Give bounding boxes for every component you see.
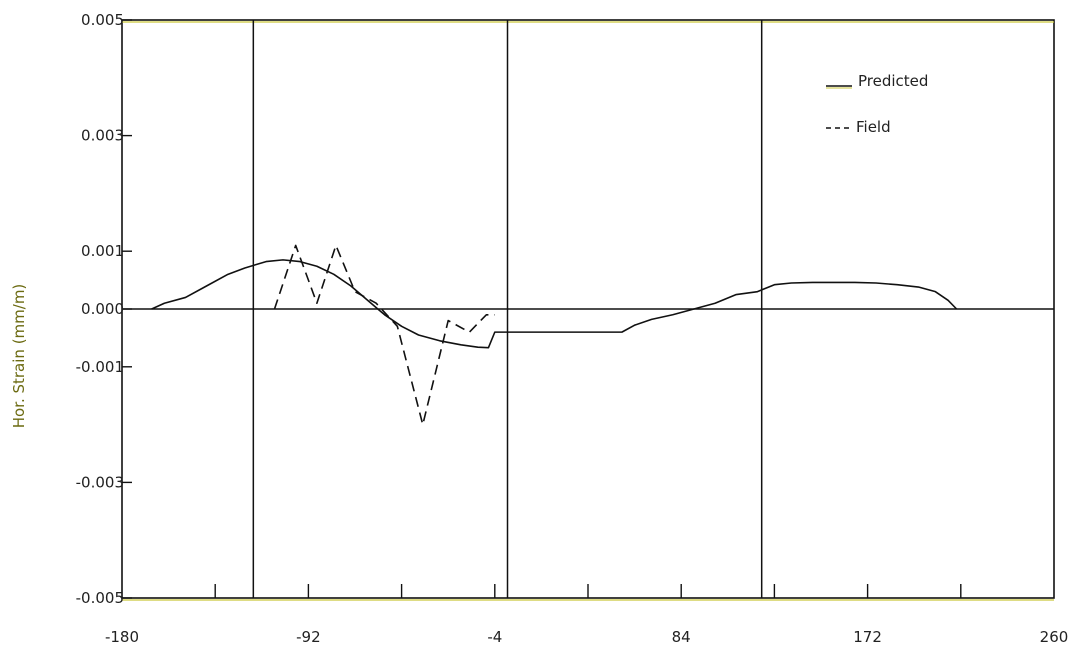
x-tick-label-4: 172 xyxy=(853,628,882,646)
y-tick-label-4: -0.001 xyxy=(76,358,124,376)
y-axis-ticks: 0.005 0.003 0.001 0.000 -0.001 -0.003 -0.005 xyxy=(76,11,132,607)
y-tick-label-0: 0.005 xyxy=(81,11,124,29)
x-tick-label-0: -180 xyxy=(105,628,139,646)
x-axis-ticks: -180 -92 -4 84 172 260 xyxy=(105,584,1068,646)
series-line-field xyxy=(273,244,495,426)
series-line-predicted xyxy=(151,259,958,349)
x-tick-label-2: -4 xyxy=(487,628,502,646)
y-tick-label-2: 0.001 xyxy=(81,242,124,260)
y-tick-label-5: -0.003 xyxy=(76,473,124,491)
x-tick-label-5: 260 xyxy=(1040,628,1069,646)
y-tick-label-6: -0.005 xyxy=(76,589,124,607)
x-tick-label-3: 84 xyxy=(672,628,691,646)
y-tick-label-1: 0.003 xyxy=(81,127,124,145)
y-axis-title: Hor. Strain (mm/m) xyxy=(10,284,28,429)
y-tick-label-3: 0.000 xyxy=(81,300,124,318)
legend-field-label: Field xyxy=(856,118,891,136)
x-tick-label-1: -92 xyxy=(296,628,321,646)
legend: Predicted Field xyxy=(826,72,928,136)
legend-predicted-label: Predicted xyxy=(858,72,928,90)
series-group xyxy=(151,244,958,426)
